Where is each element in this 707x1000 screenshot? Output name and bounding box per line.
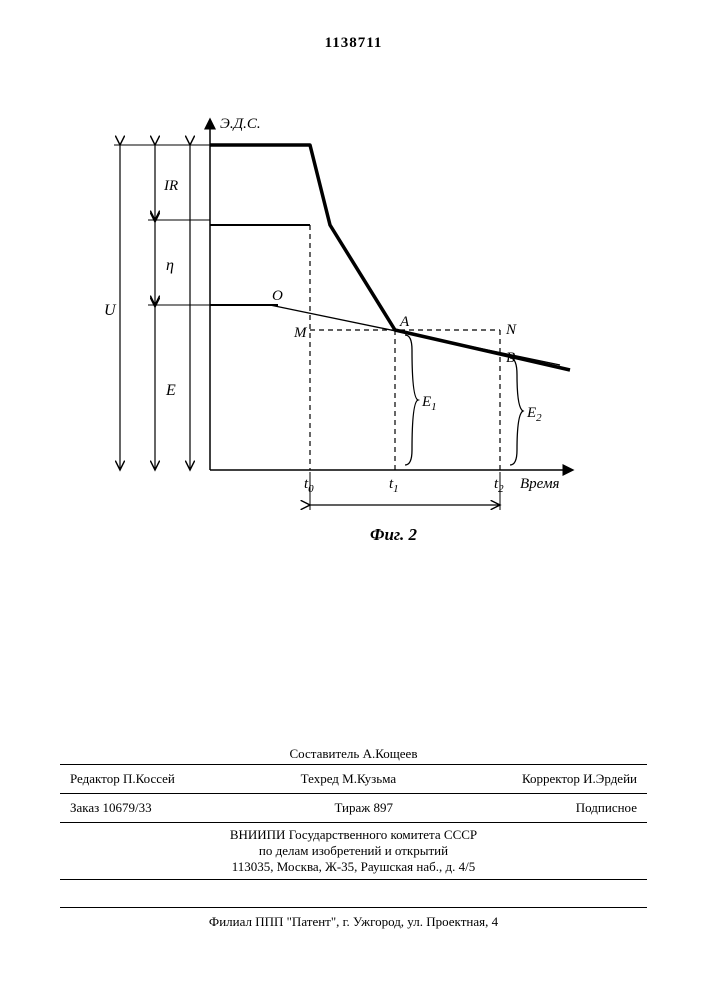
org-line-2: по делам изобретений и открытий [60, 843, 647, 859]
techred-label: Техред [301, 771, 339, 786]
compiler-label: Составитель [290, 746, 360, 761]
editor-label: Редактор [70, 771, 120, 786]
label-U: U [104, 302, 117, 319]
tirage: Тираж 897 [334, 800, 393, 816]
tick-t1: t1 [389, 476, 399, 495]
org-line-3: 113035, Москва, Ж-35, Раушская наб., д. … [60, 859, 647, 875]
label-E2: E2 [526, 405, 542, 424]
label-E1: E1 [421, 394, 437, 413]
footer-credits: Составитель А.Кощеев Редактор П.Коссей Т… [60, 746, 647, 880]
tick-t2: t2 [494, 476, 504, 495]
label-eta: η [166, 257, 174, 274]
label-E: E [165, 382, 176, 399]
figure-caption: Фиг. 2 [370, 525, 417, 544]
brace-E1 [405, 335, 418, 465]
editor-name: П.Коссей [123, 771, 175, 786]
page-number: 1138711 [0, 35, 707, 52]
point-N: N [505, 322, 517, 338]
tick-t0: t0 [304, 476, 314, 495]
techred-name: М.Кузьма [342, 771, 396, 786]
x-axis-label: Время [520, 476, 560, 492]
brace-E2 [510, 358, 523, 465]
y-axis-label: Э.Д.С. [220, 116, 261, 132]
org-line-1: ВНИИПИ Государственного комитета СССР [60, 827, 647, 843]
chart-figure: Э.Д.С. Время U IR η E O M A N B t0 t1 t2… [100, 110, 600, 560]
corrector-name: И.Эрдейи [583, 771, 637, 786]
point-A: A [399, 314, 410, 330]
branch-line: Филиал ППП "Патент", г. Ужгород, ул. Про… [60, 907, 647, 930]
compiler-name: А.Кощеев [363, 746, 418, 761]
order-number: Заказ 10679/33 [70, 800, 152, 816]
point-O: O [272, 288, 283, 304]
label-IR: IR [163, 178, 178, 194]
point-M: M [293, 325, 308, 341]
subscription: Подписное [576, 800, 637, 816]
corrector-label: Корректор [522, 771, 580, 786]
